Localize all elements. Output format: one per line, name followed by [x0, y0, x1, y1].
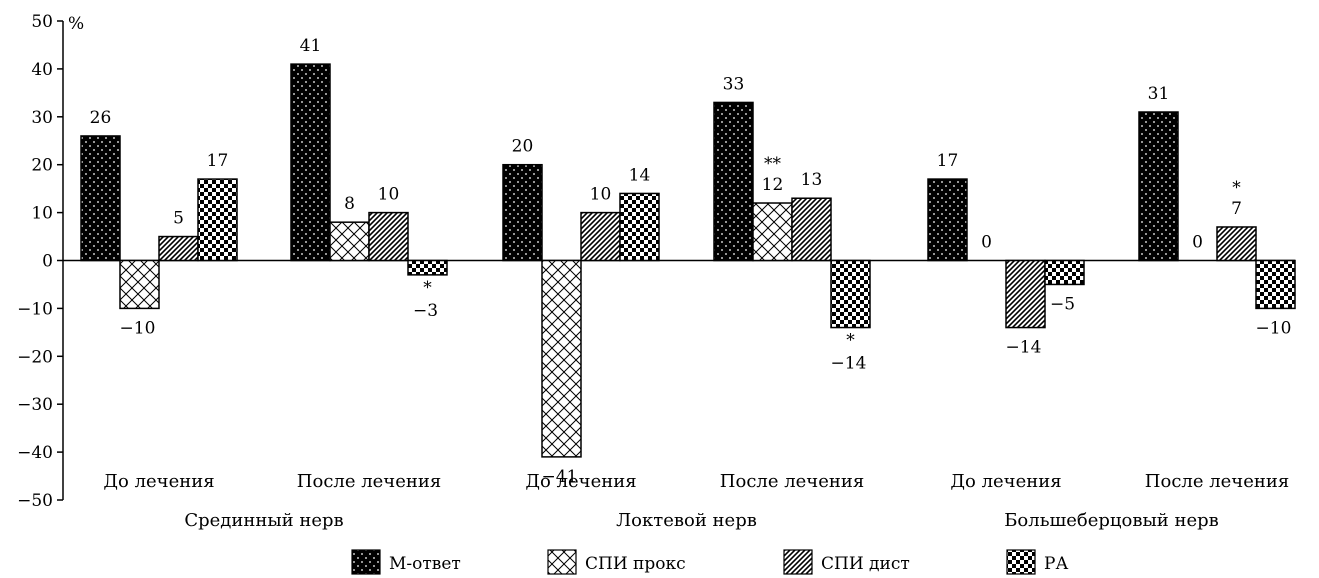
legend-swatch: [547, 549, 577, 575]
y-tick-label: 40: [31, 60, 53, 80]
significance-mark: *: [1232, 178, 1241, 198]
category-label: До лечения: [103, 471, 214, 492]
legend-label: СПИ дист: [821, 554, 910, 574]
legend-label: М-ответ: [389, 554, 461, 574]
legend-label: РА: [1044, 554, 1068, 574]
data-label: 14: [629, 165, 651, 185]
group-label: Срединный нерв: [184, 510, 343, 531]
data-label: 0: [981, 233, 992, 253]
category-label: После лечения: [1145, 471, 1289, 492]
bar: [927, 178, 968, 262]
group-label: Локтевой нерв: [616, 510, 757, 531]
data-labels: 26 −10 5 17 41 8 10 * −3 20 −41 10 14 33 12** 13 * −14 17 0…: [90, 36, 1292, 487]
legend-swatch: [783, 549, 813, 575]
bar: [1005, 259, 1046, 329]
data-label: 31: [1148, 84, 1170, 104]
bar: [80, 135, 121, 262]
bar: [158, 235, 199, 262]
data-label: 12: [762, 175, 784, 195]
significance-mark: *: [846, 331, 855, 351]
bars: [80, 63, 1296, 458]
y-tick-label: −20: [17, 347, 53, 367]
bar: [752, 202, 793, 262]
category-label: До лечения: [525, 471, 636, 492]
category-label: До лечения: [950, 471, 1061, 492]
data-label: 26: [90, 108, 112, 128]
data-label: 13: [801, 170, 823, 190]
y-tick-label: 30: [31, 108, 53, 128]
data-label: −41: [542, 467, 578, 487]
y-unit-label: %: [68, 14, 84, 34]
data-label: 5: [173, 209, 184, 229]
bar: [502, 163, 543, 262]
data-label: −14: [831, 354, 867, 374]
data-label: −14: [1006, 338, 1042, 358]
category-labels: До лечения После лечения До лечения После л…: [103, 471, 1289, 531]
data-label: 17: [207, 151, 229, 171]
legend-swatch: [351, 549, 381, 575]
bar: [329, 221, 370, 262]
bar: [830, 259, 871, 329]
data-label: 10: [378, 185, 400, 205]
y-tick-label: −50: [17, 491, 53, 511]
data-label: 33: [723, 74, 745, 94]
bar: [119, 259, 160, 310]
significance-mark: **: [764, 154, 782, 174]
significance-mark: *: [423, 278, 432, 298]
bar: [1044, 259, 1085, 286]
data-label: 0: [1192, 233, 1203, 253]
data-label: 41: [300, 36, 322, 56]
data-label: 10: [590, 185, 612, 205]
data-label: −3: [413, 301, 438, 321]
bar: [713, 101, 754, 262]
legend: М-ответ СПИ прокс СПИ дист РА: [351, 549, 1068, 575]
category-label: После лечения: [720, 471, 864, 492]
bar: [407, 259, 448, 276]
legend-label: СПИ прокс: [585, 554, 686, 574]
y-tick-label: −10: [17, 299, 53, 319]
bar: [541, 259, 582, 458]
y-tick-label: 20: [31, 156, 53, 176]
legend-swatch: [1006, 549, 1036, 575]
y-tick-label: −30: [17, 395, 53, 415]
bar: [197, 178, 238, 262]
y-tick-label: −40: [17, 443, 53, 463]
y-tick-label: 0: [42, 252, 53, 272]
y-tick-label: 10: [31, 204, 53, 224]
bar: [368, 211, 409, 262]
bar: [791, 197, 832, 262]
bar: [1255, 259, 1296, 310]
group-label: Большеберцовый нерв: [1004, 510, 1219, 531]
category-label: После лечения: [297, 471, 441, 492]
data-label: 8: [344, 194, 355, 214]
bar: [290, 63, 331, 262]
bar: [619, 192, 660, 262]
data-label: −10: [120, 318, 156, 338]
bar: [580, 211, 621, 262]
data-label: 20: [512, 137, 534, 157]
bar: [1138, 111, 1179, 262]
data-label: 17: [937, 151, 959, 171]
data-label: −10: [1256, 318, 1292, 338]
bar: [1216, 226, 1257, 262]
data-label: −5: [1050, 294, 1075, 314]
y-tick-label: 50: [31, 12, 53, 32]
data-label: 7: [1231, 199, 1242, 219]
